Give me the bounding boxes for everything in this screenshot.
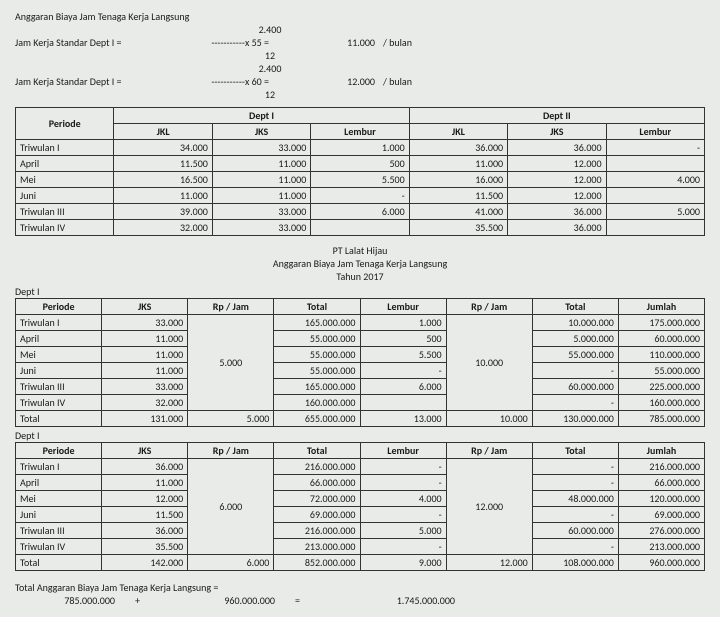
col-periode: Periode	[16, 108, 114, 140]
header-title: Anggaran Biaya Jam Tenaga Kerja Langsung	[15, 10, 705, 23]
table-row-total: Total131.0005.000655.000.00013.00010.000…	[16, 411, 705, 427]
table-row: Triwulan I36.0006.000216.000.000-12.000-…	[16, 459, 705, 475]
footer-total: Total Anggaran Biaya Jam Tenaga Kerja La…	[15, 581, 705, 607]
dept-label-1: Dept I	[15, 285, 705, 298]
table-row: Triwulan I34.00033.0001.00036.00036.000-	[16, 140, 705, 156]
table-row: Triwulan IV32.000160.000.000-160.000.000	[16, 395, 705, 411]
table-dept-hours: Periode Dept I Dept II JKLJKSLemburJKLJK…	[15, 107, 705, 236]
table-row: April11.00066.000.000--66.000.000	[16, 475, 705, 491]
col-dept2: Dept II	[409, 108, 704, 124]
table-row: April11.00055.000.0005005.000.00060.000.…	[16, 331, 705, 347]
table-row: Mei12.00072.000.0004.00048.000.000120.00…	[16, 491, 705, 507]
header-block: Anggaran Biaya Jam Tenaga Kerja Langsung…	[15, 10, 705, 101]
table-row: Triwulan IV35.500213.000.000--213.000.00…	[16, 539, 705, 555]
table-row: April11.50011.00050011.00012.000	[16, 156, 705, 172]
table-row: Triwulan III36.000216.000.0005.00060.000…	[16, 523, 705, 539]
dept-label-2: Dept I	[15, 429, 705, 442]
mid-title: PT Lalat Hijau Anggaran Biaya Jam Tenaga…	[15, 244, 705, 283]
table-row-total: Total142.0006.000852.000.0009.00012.0001…	[16, 555, 705, 571]
table-cost-dept2: PeriodeJKSRp / JamTotalLemburRp / JamTot…	[15, 442, 705, 571]
table-row: Triwulan III33.000165.000.0006.00060.000…	[16, 379, 705, 395]
table-row: Juni11.00055.000.000--55.000.000	[16, 363, 705, 379]
table-row: Mei11.00055.000.0005.50055.000.000110.00…	[16, 347, 705, 363]
table-row: Mei16.50011.0005.50016.00012.0004.000	[16, 172, 705, 188]
col-dept1: Dept I	[114, 108, 409, 124]
table-cost-dept1: PeriodeJKSRp / JamTotalLemburRp / JamTot…	[15, 298, 705, 427]
table-row: Juni11.50069.000.000--69.000.000	[16, 507, 705, 523]
table-row: Triwulan IV32.00033.00035.50036.000	[16, 220, 705, 236]
table-row: Triwulan I33.0005.000165.000.0001.00010.…	[16, 315, 705, 331]
table-row: Juni11.00011.000-11.50012.000	[16, 188, 705, 204]
table-row: Triwulan III39.00033.0006.00041.00036.00…	[16, 204, 705, 220]
